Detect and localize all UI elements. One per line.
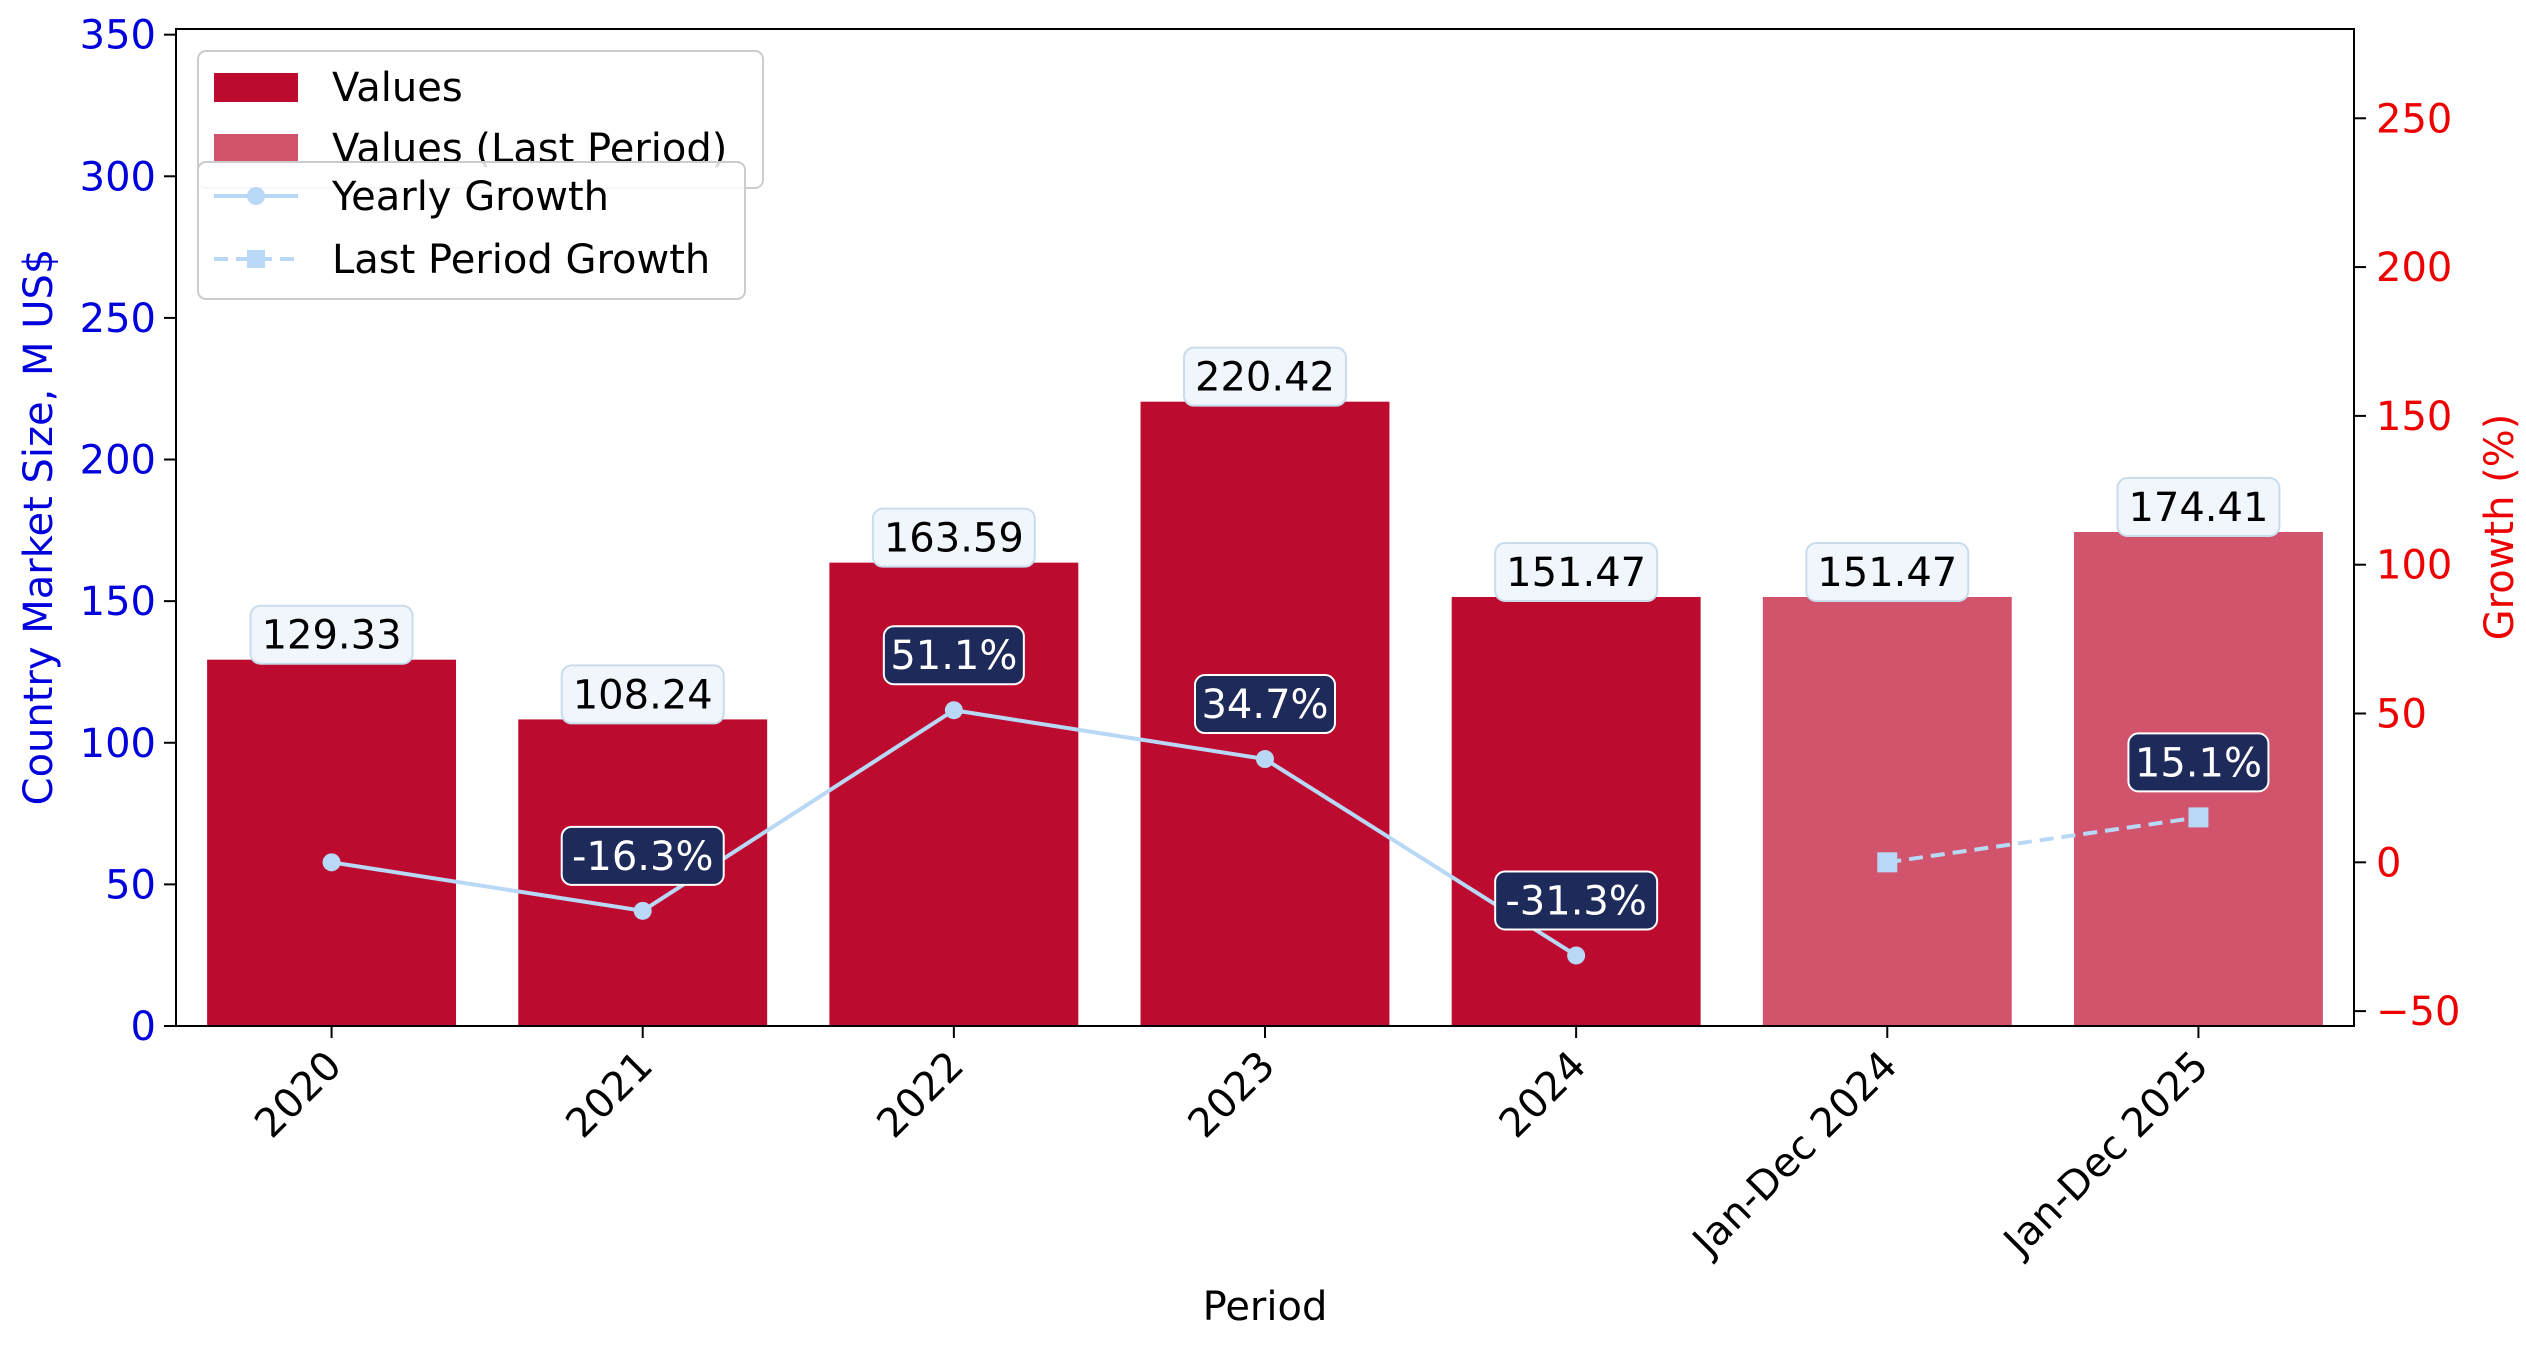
growth-value-label-box (560, 825, 725, 886)
growth-value-label-box (882, 625, 1025, 686)
right-axis-tick-label: 50 (2376, 692, 2427, 738)
x-axis-title: Period (1203, 1284, 1328, 1330)
legend-swatch-values (214, 73, 298, 102)
left-axis-title: Country Market Size, M US$ (16, 249, 62, 806)
bar-value-label-box (2116, 477, 2281, 538)
bar-value-label-box (249, 604, 414, 665)
lines-layer (322, 701, 2209, 965)
left-axis-tick-label: 200 (80, 438, 156, 484)
x-axis-tick-label: 2021 (557, 1043, 662, 1148)
x-axis-tick-label: 2020 (246, 1043, 351, 1148)
growth-value-label: -31.3% (1505, 878, 1647, 924)
x-axis-tick-label: Jan-Dec 2024 (1682, 1043, 1906, 1267)
left-axis: 0 50 100 150 200 250 300 350 (80, 13, 176, 1050)
legend-box-growth (197, 161, 746, 300)
right-axis-tick-label: 150 (2376, 394, 2452, 440)
legend-growth: Yearly Growth Last Period Growth (197, 161, 746, 300)
x-axis-tick-label: 2022 (868, 1043, 973, 1148)
legend-marker-yearly-growth (247, 187, 265, 205)
bar-value-label: 220.42 (1195, 355, 1335, 401)
growth-value-label: 51.1% (890, 633, 1017, 679)
left-axis-tick-label: 50 (105, 862, 156, 908)
legend-marker-last-period-growth (247, 250, 265, 268)
bar-value-label: 163.59 (884, 516, 1024, 562)
x-axis-tick-label: Jan-Dec 2025 (1993, 1043, 2217, 1267)
bar-value-label: 151.47 (1506, 550, 1646, 596)
left-axis-tick-label: 350 (80, 13, 156, 59)
bar-value-label-box (871, 507, 1036, 568)
left-axis-tick-label: 0 (131, 1004, 156, 1050)
bar-value-label: 174.41 (2128, 485, 2268, 531)
bar-value-label: 151.47 (1817, 550, 1957, 596)
bar-values (207, 659, 457, 1026)
right-axis-tick-label: −50 (2376, 989, 2460, 1035)
left-axis-tick-label: 250 (80, 296, 156, 342)
yearly-growth-point (944, 701, 963, 720)
legend-label-values: Values (332, 65, 463, 111)
growth-value-label: 34.7% (1201, 682, 1328, 728)
last-period-growth-line (1886, 815, 2199, 865)
yearly-growth-point (322, 853, 341, 872)
bar-value-label: 108.24 (573, 672, 713, 718)
x-axis-tick-label: 2024 (1491, 1043, 1596, 1148)
right-axis: −50 0 50 100 150 200 250 (2354, 96, 2460, 1035)
bar-value-label: 129.33 (262, 613, 402, 659)
yearly-growth-point (633, 901, 652, 920)
growth-value-label-box (1194, 674, 1336, 735)
bar-value-label-box (560, 664, 725, 725)
legend-swatch-last-period (214, 134, 298, 163)
legend-label-yearly-growth: Yearly Growth (331, 174, 609, 220)
last-period-growth-point (2188, 807, 2209, 828)
growth-value-label: 15.1% (2135, 740, 2262, 786)
right-axis-tick-label: 0 (2376, 840, 2401, 886)
bar-last-period (1762, 596, 2012, 1026)
growth-value-label: -16.3% (572, 834, 714, 880)
yearly-growth-point (1256, 750, 1274, 769)
right-axis-title: Growth (%) (2477, 414, 2523, 641)
x-axis-tick-label: 2023 (1180, 1043, 1285, 1148)
left-axis-tick-label: 150 (80, 579, 156, 625)
labels-layer: 129.33 108.24 163.59 220.42 151.47 151.47 174.… (249, 346, 2281, 931)
legend-label-last-period-growth: Last Period Growth (332, 237, 710, 283)
x-axis: 2020 2021 2022 2023 2024 Jan-Dec 2024 Jan-Dec … (246, 1026, 2217, 1267)
bar-value-label-box (1494, 541, 1659, 602)
growth-value-label-box (2127, 732, 2270, 793)
yearly-growth-point (1567, 946, 1586, 965)
bar-value-label-box (1183, 346, 1347, 407)
right-axis-tick-label: 250 (2376, 96, 2452, 142)
growth-value-label-box (1494, 870, 1659, 931)
bar-value-label-box (1805, 541, 1970, 602)
left-axis-tick-label: 300 (80, 154, 156, 200)
left-axis-tick-label: 100 (80, 721, 156, 767)
right-axis-tick-label: 100 (2376, 543, 2452, 589)
right-axis-tick-label: 200 (2376, 245, 2452, 291)
last-period-growth-point (1877, 852, 1898, 873)
